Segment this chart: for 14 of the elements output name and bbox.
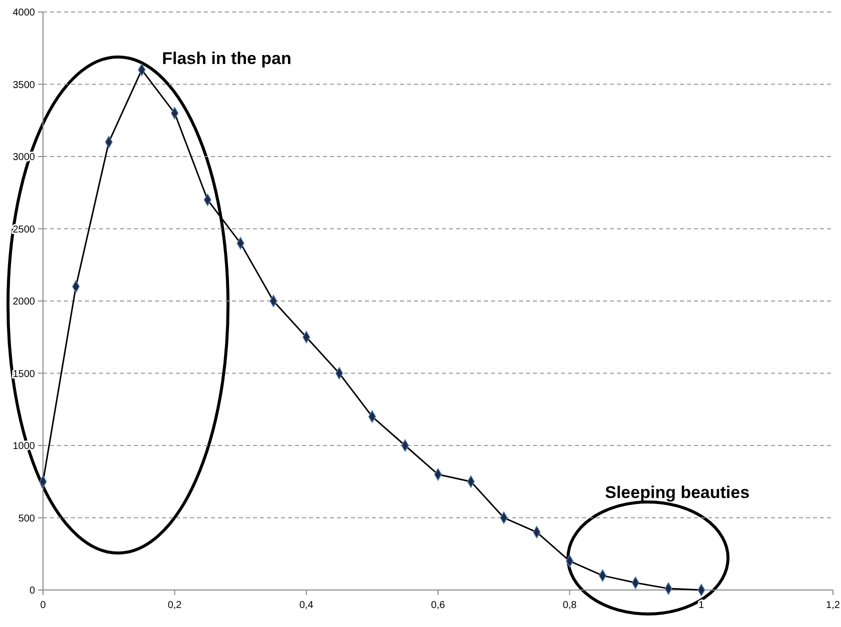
x-tick-label: 0,6 xyxy=(431,600,446,611)
x-tick-label: 0,2 xyxy=(168,600,182,611)
y-tick-label: 500 xyxy=(18,513,36,524)
y-tick-label: 3500 xyxy=(12,80,36,91)
y-tick-label: 0 xyxy=(29,586,36,596)
y-tick-label: 4000 xyxy=(12,8,36,18)
x-tick-label: 0 xyxy=(40,600,46,611)
y-tick-label: 2000 xyxy=(12,296,36,308)
x-tick-label: 0,4 xyxy=(299,600,314,611)
x-tick-label: 0,8 xyxy=(562,600,578,611)
x-tick-label: 1 xyxy=(698,600,705,611)
x-tick-label: 1,2 xyxy=(826,600,840,611)
annotation: Flash in the pan xyxy=(162,49,292,68)
annotation: Sleeping beauties xyxy=(605,483,750,502)
